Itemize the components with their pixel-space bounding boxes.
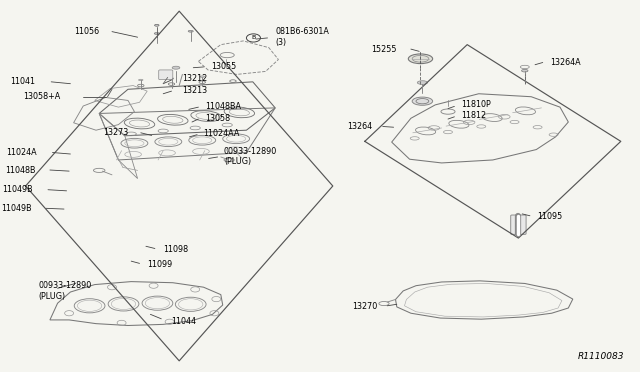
Text: 11024AA: 11024AA bbox=[204, 129, 240, 138]
Text: 11056: 11056 bbox=[74, 27, 99, 36]
Ellipse shape bbox=[200, 76, 205, 77]
Text: 11024A: 11024A bbox=[6, 148, 37, 157]
Text: 15255: 15255 bbox=[371, 45, 397, 54]
Text: 13213: 13213 bbox=[182, 86, 207, 94]
Text: B: B bbox=[252, 35, 255, 41]
Text: 11812: 11812 bbox=[461, 111, 486, 120]
Text: 11049B: 11049B bbox=[1, 204, 31, 213]
Text: 13058+A: 13058+A bbox=[24, 92, 61, 101]
Text: 13270: 13270 bbox=[353, 302, 378, 311]
Text: 11099: 11099 bbox=[147, 260, 172, 269]
Text: 11810P: 11810P bbox=[461, 100, 490, 109]
Ellipse shape bbox=[522, 69, 528, 72]
Ellipse shape bbox=[155, 24, 159, 26]
Text: 13264A: 13264A bbox=[550, 58, 581, 67]
Text: 081B6-6301A
(3): 081B6-6301A (3) bbox=[275, 28, 329, 47]
Ellipse shape bbox=[172, 66, 180, 69]
Ellipse shape bbox=[139, 79, 143, 81]
Text: 11048B: 11048B bbox=[4, 166, 35, 174]
Text: R1110083: R1110083 bbox=[577, 352, 624, 361]
Text: 11048BA: 11048BA bbox=[205, 102, 241, 110]
Text: 11041: 11041 bbox=[10, 77, 35, 86]
Text: 11098: 11098 bbox=[163, 245, 188, 254]
Ellipse shape bbox=[188, 30, 193, 32]
Ellipse shape bbox=[154, 32, 159, 34]
Text: 11095: 11095 bbox=[538, 212, 563, 221]
Text: 11044: 11044 bbox=[172, 317, 196, 326]
Text: 13273: 13273 bbox=[103, 128, 128, 137]
Text: 00933-12890
(PLUG): 00933-12890 (PLUG) bbox=[224, 147, 277, 166]
Ellipse shape bbox=[408, 54, 433, 64]
Text: 13264: 13264 bbox=[348, 122, 372, 131]
Text: 11049B: 11049B bbox=[3, 185, 33, 194]
FancyBboxPatch shape bbox=[159, 70, 173, 80]
Text: 00933-12890
(PLUG): 00933-12890 (PLUG) bbox=[38, 281, 92, 301]
Text: 13058: 13058 bbox=[205, 114, 230, 123]
Text: 13212: 13212 bbox=[182, 74, 207, 83]
Text: 13055: 13055 bbox=[211, 62, 236, 71]
Ellipse shape bbox=[412, 97, 433, 105]
Ellipse shape bbox=[169, 78, 174, 79]
Ellipse shape bbox=[417, 81, 428, 84]
FancyBboxPatch shape bbox=[511, 215, 526, 234]
